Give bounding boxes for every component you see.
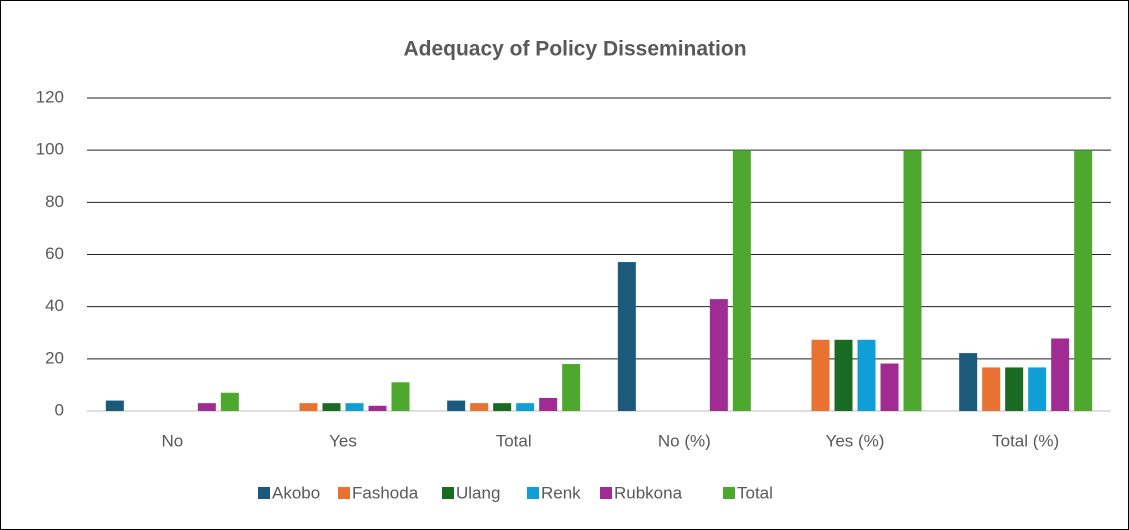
x-tick-label: Yes (%) xyxy=(826,431,885,450)
y-tick-label: 40 xyxy=(45,296,64,315)
y-tick-label: 0 xyxy=(55,400,64,419)
legend-label: Renk xyxy=(541,483,581,502)
x-tick-label: Yes xyxy=(329,431,357,450)
legend-swatch xyxy=(600,487,612,499)
x-tick-label: No xyxy=(161,431,183,450)
legend-swatch xyxy=(442,487,454,499)
legend-label: Total xyxy=(737,483,773,502)
bar xyxy=(834,339,853,411)
x-tick-label: No (%) xyxy=(658,431,711,450)
bar xyxy=(299,403,318,411)
x-tick-label: Total xyxy=(496,431,532,450)
legend-label: Fashoda xyxy=(352,483,419,502)
bar xyxy=(1051,338,1070,411)
bar xyxy=(322,403,341,411)
legend-label: Rubkona xyxy=(614,483,683,502)
bar xyxy=(539,397,558,411)
bar xyxy=(447,400,466,411)
legend-label: Ulang xyxy=(456,483,500,502)
y-tick-label: 80 xyxy=(45,192,64,211)
bar xyxy=(391,382,410,411)
x-tick-label: Total (%) xyxy=(992,431,1059,450)
bar xyxy=(811,339,830,411)
bar xyxy=(1028,367,1047,411)
bar xyxy=(516,403,535,411)
y-tick-label: 20 xyxy=(45,348,64,367)
bar xyxy=(197,403,216,411)
bar xyxy=(1074,150,1093,411)
bar xyxy=(562,364,581,411)
bar xyxy=(368,405,387,411)
bar xyxy=(982,367,1001,411)
legend-swatch xyxy=(527,487,539,499)
bar xyxy=(105,400,124,411)
legend-swatch xyxy=(338,487,350,499)
chart-title: Adequacy of Policy Dissemination xyxy=(403,38,746,61)
y-tick-label: 120 xyxy=(36,87,64,106)
bar xyxy=(345,403,364,411)
bar xyxy=(903,150,922,411)
bar xyxy=(857,339,876,411)
bar xyxy=(470,403,489,411)
bar xyxy=(617,262,636,411)
bar xyxy=(1005,367,1024,411)
bar xyxy=(880,363,899,411)
y-tick-label: 100 xyxy=(36,140,64,159)
bar xyxy=(493,403,512,411)
bar xyxy=(220,392,239,411)
bar xyxy=(732,150,751,411)
y-tick-label: 60 xyxy=(45,244,64,263)
bar xyxy=(709,299,728,411)
legend-swatch xyxy=(723,487,735,499)
legend-swatch xyxy=(258,487,270,499)
bar xyxy=(959,353,978,411)
legend-label: Akobo xyxy=(272,483,320,502)
